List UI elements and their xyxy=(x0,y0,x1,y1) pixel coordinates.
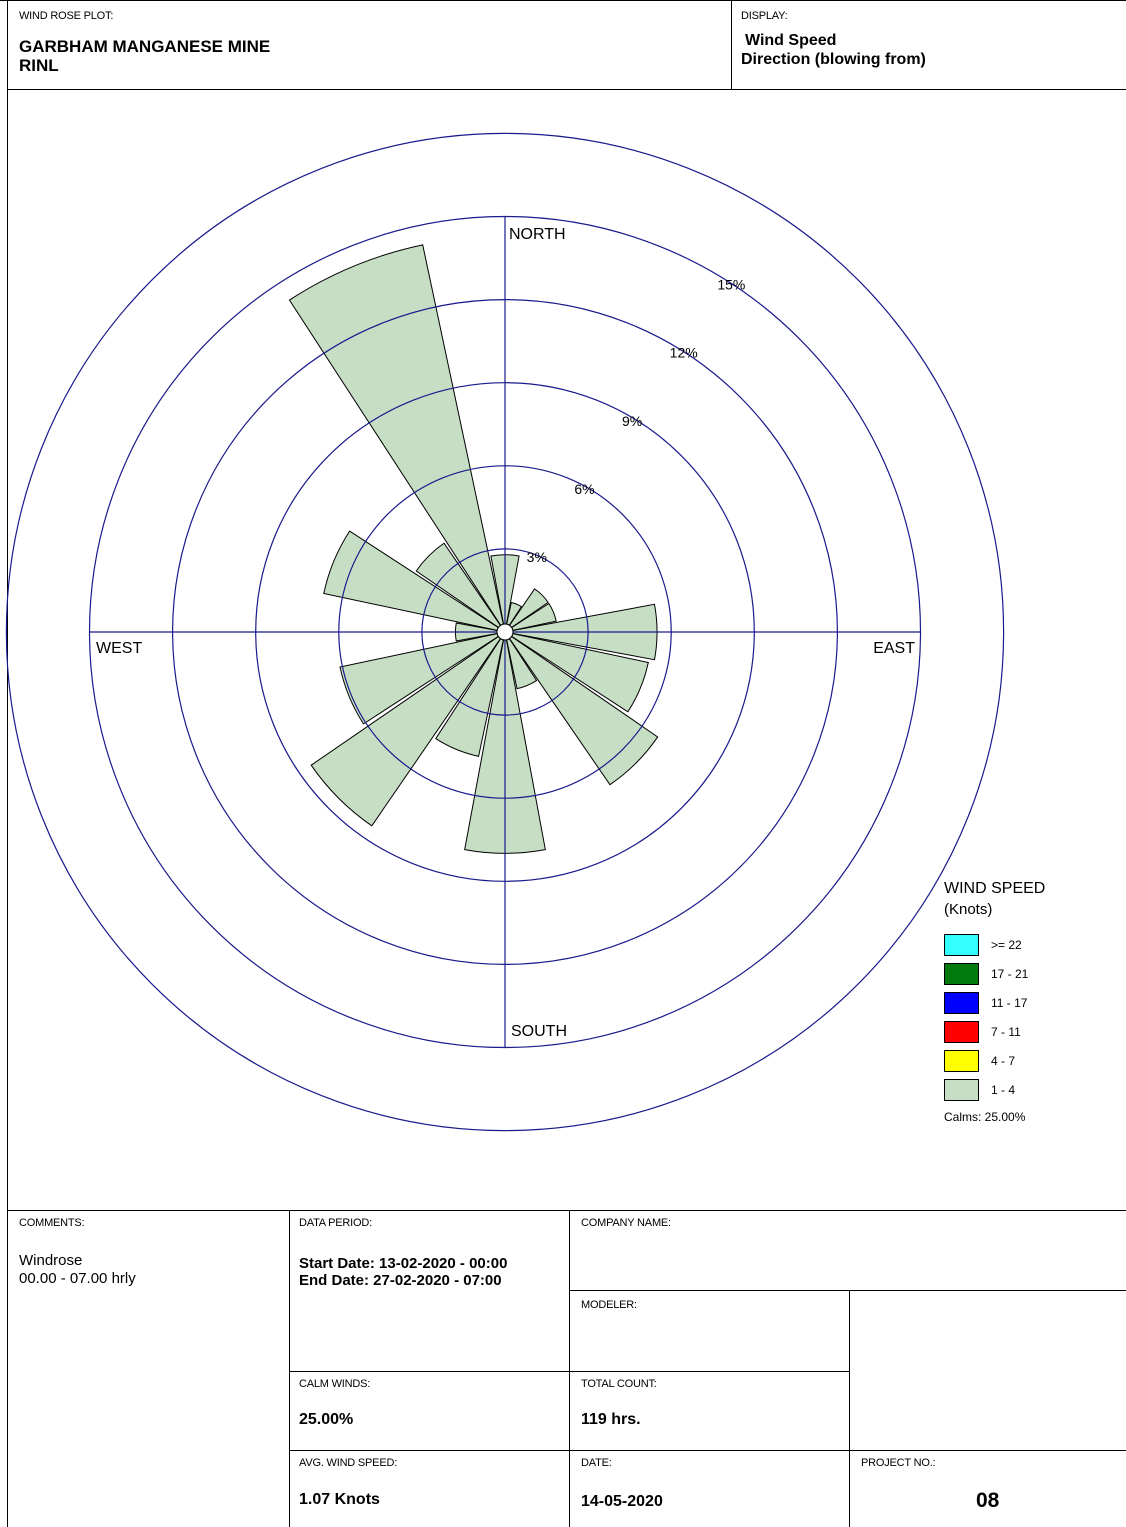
ring-label-4: 12% xyxy=(670,345,698,361)
ring-label-3: 9% xyxy=(622,413,642,429)
display-line1: Wind Speed xyxy=(745,32,837,49)
legend-swatch xyxy=(944,1020,979,1043)
footer-col3-divider xyxy=(849,1290,850,1527)
header-vertical-divider xyxy=(731,0,732,90)
calm-winds-value: 25.00% xyxy=(299,1411,354,1428)
project-no-label: PROJECT NO.: xyxy=(861,1457,936,1469)
ring-4 xyxy=(172,299,838,965)
date-label: DATE: xyxy=(581,1457,612,1469)
start-date: Start Date: 13-02-2020 - 00:00 xyxy=(299,1255,508,1272)
ring-2 xyxy=(338,465,672,799)
legend-calms: Calms: 25.00% xyxy=(944,1110,1026,1124)
company-name-label: COMPANY NAME: xyxy=(581,1217,671,1229)
rings-layer xyxy=(5,132,1005,1132)
end-date: End Date: 27-02-2020 - 07:00 xyxy=(299,1272,502,1289)
calm-winds-label: CALM WINDS: xyxy=(299,1378,371,1390)
legend-item: 1 - 4 xyxy=(944,1075,1119,1104)
date-value: 14-05-2020 xyxy=(581,1493,663,1510)
comments-line1: Windrose xyxy=(19,1252,83,1269)
legend-items: >= 22 17 - 21 11 - 17 7 - 11 4 - 7 1 - 4 xyxy=(944,930,1119,1104)
legend-item: 7 - 11 xyxy=(944,1017,1119,1046)
plot-label: WIND ROSE PLOT: xyxy=(19,10,114,22)
footer-top-line xyxy=(7,1210,1126,1211)
legend-swatch xyxy=(944,962,979,985)
display-label: DISPLAY: xyxy=(741,10,788,22)
labels-layer: 3% 6% 9% 12% 15% NORTH EAST SOUTH WEST xyxy=(96,226,915,1040)
ring-label-2: 6% xyxy=(574,481,594,497)
footer-col2-divider xyxy=(569,1210,570,1527)
legend-swatch xyxy=(944,991,979,1014)
ring-5 xyxy=(88,215,922,1049)
ring-3 xyxy=(255,382,755,882)
direction-label-east: EAST xyxy=(873,640,915,657)
comments-line2: 00.00 - 07.00 hrly xyxy=(19,1270,136,1287)
legend-title-line1: WIND SPEED xyxy=(944,880,1046,897)
avg-wind-speed-value: 1.07 Knots xyxy=(299,1491,380,1508)
direction-label-west: WEST xyxy=(96,640,142,657)
header-divider xyxy=(7,0,8,90)
legend-swatch xyxy=(944,1049,979,1072)
footer-col1-divider xyxy=(289,1210,290,1527)
direction-label-north: NORTH xyxy=(509,226,566,243)
ring-1 xyxy=(421,548,589,716)
frame-left-border xyxy=(7,0,8,1527)
legend-item: 17 - 21 xyxy=(944,959,1119,988)
direction-label-south: SOUTH xyxy=(511,1023,567,1040)
project-no-value: 08 xyxy=(976,1489,1000,1512)
total-count-value: 119 hrs. xyxy=(581,1411,641,1428)
ring-6 xyxy=(5,132,1005,1132)
sectors-layer xyxy=(288,244,659,854)
legend-label: 4 - 7 xyxy=(991,1053,1016,1068)
plot-title-line2: RINL xyxy=(19,56,59,75)
header-bottom-line xyxy=(7,89,1126,90)
plot-title-line1: GARBHAM MANGANESE MINE xyxy=(19,37,271,56)
legend-swatch xyxy=(944,1078,979,1101)
footer-row-calm-top xyxy=(289,1371,850,1372)
frame-top-border xyxy=(0,0,1126,1)
data-period-label: DATA PERIOD: xyxy=(299,1217,372,1229)
calm-circle xyxy=(496,623,514,641)
total-count-label: TOTAL COUNT: xyxy=(581,1378,657,1390)
comments-label: COMMENTS: xyxy=(19,1217,85,1229)
ring-label-5: 15% xyxy=(717,277,745,293)
legend-item: 11 - 17 xyxy=(944,988,1119,1017)
ring-label-1: 3% xyxy=(527,549,547,565)
footer-company-bottom xyxy=(569,1290,1126,1291)
legend: WIND SPEED (Knots) >= 22 17 - 21 11 - 17 7 … xyxy=(944,880,1119,1124)
windrose-chart: 3% 6% 9% 12% 15% NORTH EAST SOUTH WEST xyxy=(5,132,1005,1132)
legend-swatch xyxy=(944,933,979,956)
legend-title-line2: (Knots) xyxy=(944,901,993,918)
footer-row-avg-top xyxy=(289,1450,1126,1451)
legend-label: 17 - 21 xyxy=(991,966,1029,981)
modeler-label: MODELER: xyxy=(581,1299,637,1311)
legend-label: 1 - 4 xyxy=(991,1082,1016,1097)
avg-wind-speed-label: AVG. WIND SPEED: xyxy=(299,1457,398,1469)
legend-item: 4 - 7 xyxy=(944,1046,1119,1075)
display-line2: Direction (blowing from) xyxy=(741,51,926,68)
legend-label: 11 - 17 xyxy=(991,995,1028,1010)
legend-item: >= 22 xyxy=(944,930,1119,959)
legend-label: 7 - 11 xyxy=(991,1024,1021,1039)
legend-label: >= 22 xyxy=(991,937,1022,952)
